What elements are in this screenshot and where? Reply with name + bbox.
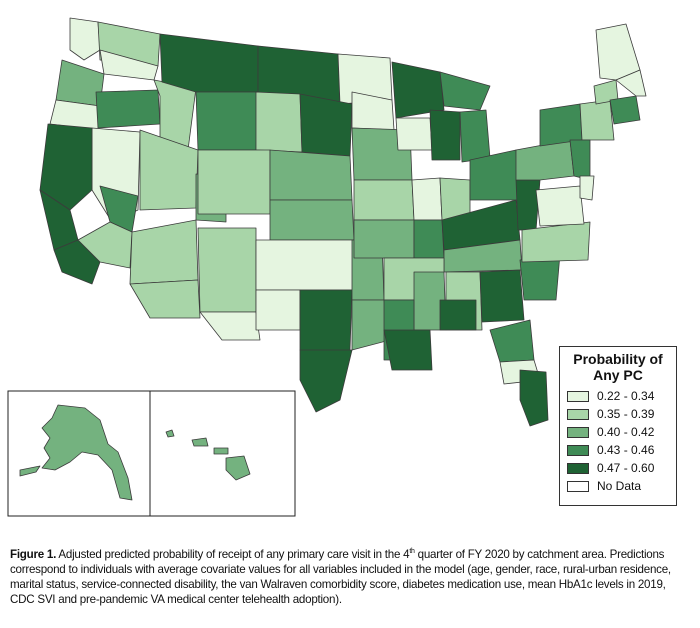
legend-title-line1: Probability of — [573, 351, 663, 367]
region-montana — [159, 33, 259, 93]
caption-label: Figure 1. — [10, 548, 57, 561]
legend-label: 0.40 - 0.42 — [597, 425, 655, 439]
region-oklahoma — [255, 239, 355, 291]
region-mass — [609, 95, 641, 125]
region-hawaii-1 — [165, 429, 175, 438]
region-colorado — [197, 149, 271, 215]
region-west-virginia — [515, 179, 541, 231]
legend-label: 0.22 - 0.34 — [597, 389, 655, 403]
caption-superscript: th — [409, 548, 415, 556]
region-la-south — [383, 329, 433, 371]
inset-panels — [7, 390, 296, 517]
region-illinois — [411, 177, 443, 221]
legend-swatch — [567, 444, 589, 456]
region-alaska — [41, 404, 133, 501]
legend-item: 0.35 - 0.39 — [567, 407, 654, 421]
legend-swatch — [567, 426, 589, 438]
region-illinois-south — [413, 219, 445, 259]
region-michigan-up — [439, 71, 491, 111]
map-legend: Probability of Any PC 0.22 - 0.34 0.35 -… — [559, 346, 677, 506]
region-north-florida — [489, 319, 535, 363]
region-west-texas — [199, 311, 261, 341]
region-nh — [615, 69, 647, 97]
legend-item: 0.43 - 0.46 — [567, 443, 654, 457]
region-arizona-north — [129, 219, 199, 285]
region-ny-east — [579, 99, 615, 141]
region-wisconsin — [429, 109, 461, 161]
region-hawaii-2 — [191, 437, 209, 447]
region-georgia — [479, 269, 525, 323]
region-georgia-west — [439, 299, 477, 331]
region-hawaii-3 — [213, 447, 229, 455]
legend-title-line2: Any PC — [593, 367, 643, 383]
legend-item: No Data — [567, 479, 641, 493]
region-idaho-east — [95, 89, 161, 129]
region-ca-north — [39, 123, 93, 211]
region-new-mexico — [197, 227, 257, 313]
legend-swatch — [567, 408, 589, 420]
region-south-dakota — [299, 93, 353, 157]
region-missouri — [353, 219, 415, 259]
region-wisconsin-north — [395, 117, 433, 151]
region-virginia — [535, 185, 585, 227]
legend-label: 0.35 - 0.39 — [597, 407, 655, 421]
legend-item: 0.40 - 0.42 — [567, 425, 654, 439]
region-florida-south — [519, 369, 549, 427]
caption-text-b: quarter of FY 2020 by catchment area. Pr… — [10, 548, 671, 606]
legend-item: 0.22 - 0.34 — [567, 389, 654, 403]
legend-swatch — [567, 390, 589, 402]
legend-swatch — [567, 480, 589, 492]
conus-regions — [39, 17, 647, 427]
region-hawaii-4 — [225, 455, 251, 481]
region-missouri-north — [353, 179, 415, 221]
region-arizona-south — [129, 279, 201, 319]
legend-title: Probability of Any PC — [560, 351, 676, 383]
choropleth-map — [7, 17, 647, 517]
caption-text-a: Adjusted predicted probability of receip… — [56, 548, 410, 561]
region-nebraska — [269, 149, 353, 201]
region-texas-panhandle — [255, 289, 301, 331]
region-minnesota — [391, 61, 445, 119]
region-wa-west — [69, 17, 101, 61]
legend-swatch — [567, 462, 589, 474]
region-de-md — [579, 175, 595, 201]
figure-caption: Figure 1. Adjusted predicted probability… — [10, 547, 692, 607]
region-alaska-islands — [19, 465, 41, 477]
legend-item: 0.47 - 0.60 — [567, 461, 654, 475]
region-texas-south — [299, 349, 353, 413]
legend-label: No Data — [597, 479, 642, 493]
legend-label: 0.47 - 0.60 — [597, 461, 655, 475]
region-wyoming-west — [195, 91, 259, 151]
legend-label: 0.43 - 0.46 — [597, 443, 655, 457]
region-wyoming — [255, 91, 303, 153]
region-kansas — [269, 199, 355, 241]
region-maine — [595, 23, 641, 81]
region-pennsylvania — [515, 139, 575, 181]
region-michigan — [459, 109, 491, 163]
